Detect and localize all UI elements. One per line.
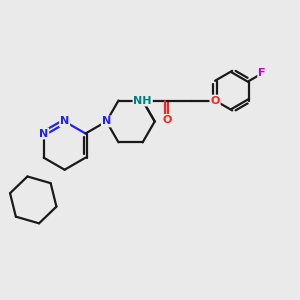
Text: O: O — [162, 115, 172, 125]
Text: F: F — [258, 68, 266, 79]
Text: O: O — [210, 95, 220, 106]
Text: N: N — [39, 128, 48, 139]
Text: N: N — [102, 116, 111, 126]
Text: N: N — [60, 116, 69, 126]
Text: NH: NH — [134, 95, 152, 106]
